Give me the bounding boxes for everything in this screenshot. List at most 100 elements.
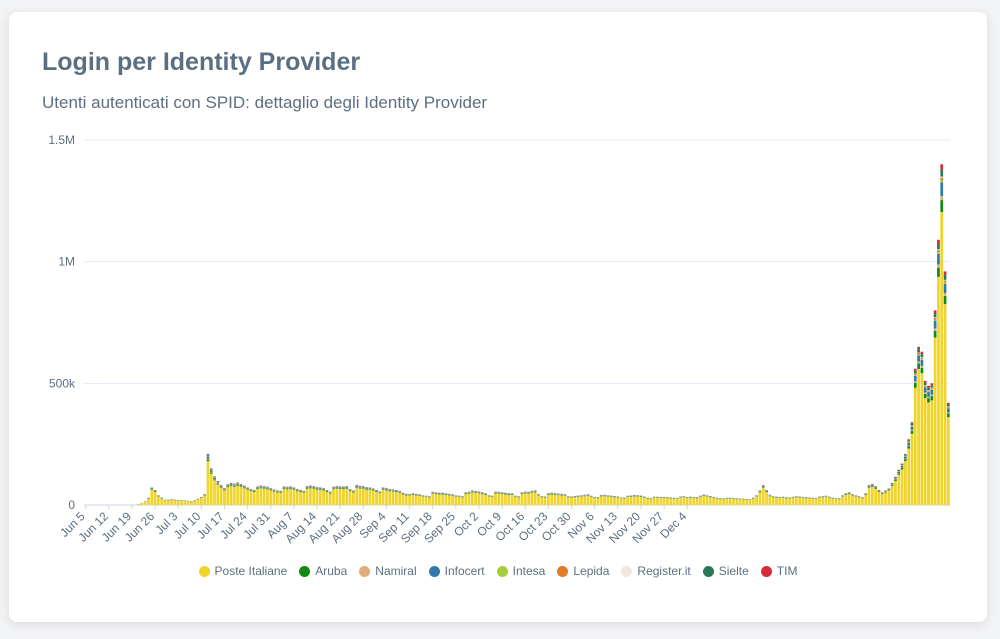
bar-segment (223, 488, 226, 490)
bar-segment (851, 495, 854, 505)
bar-segment (206, 456, 210, 459)
legend-item[interactable]: Lepida (557, 564, 609, 578)
bar-segment (880, 493, 884, 494)
bar-segment (943, 280, 947, 283)
legend-item[interactable]: Namiral (359, 564, 417, 578)
bar-segment (537, 495, 540, 505)
bar-segment (890, 484, 894, 486)
bar-segment (272, 491, 276, 505)
bar-segment (933, 317, 937, 318)
bar-segment (619, 498, 623, 505)
bar-segment (689, 497, 692, 505)
bar-segment (814, 498, 818, 505)
bar-segment (467, 493, 471, 505)
bar-segment (345, 488, 349, 505)
bar-segment (735, 499, 739, 505)
bar-segment (355, 487, 359, 505)
bar-segment (335, 488, 339, 505)
bar-segment (913, 375, 917, 376)
bar-segment (209, 472, 213, 474)
bar-segment (451, 495, 454, 505)
bar-segment (874, 488, 877, 489)
bar-segment (927, 402, 930, 505)
bar-segment (160, 498, 164, 505)
bar-segment (361, 488, 365, 505)
bar-segment (328, 493, 332, 505)
bar-segment (252, 491, 256, 493)
legend-item[interactable]: Infocert (428, 564, 485, 578)
bar-segment (348, 491, 352, 505)
bar-segment (226, 485, 230, 487)
bar-segment (385, 490, 388, 505)
legend-label: Intesa (512, 564, 546, 578)
bar-segment (249, 491, 253, 505)
bar-segment (328, 492, 332, 493)
bar-segment (335, 488, 339, 489)
bar-segment (884, 491, 887, 493)
bar-segment (887, 490, 891, 505)
bar-segment (295, 489, 299, 491)
bar-segment (219, 486, 223, 487)
bar-segment (847, 494, 851, 505)
bar-segment (927, 385, 930, 388)
bar-segment (828, 497, 831, 505)
bar-segment (388, 490, 392, 492)
bar-segment (785, 498, 788, 505)
bar-segment (391, 491, 395, 492)
bar-segment (388, 489, 392, 491)
bar-segment (887, 490, 891, 491)
bar-segment (907, 446, 911, 449)
bar-segment (662, 498, 666, 505)
bar-segment (173, 500, 177, 505)
bar-segment (395, 491, 398, 493)
legend-item[interactable]: Register.it (621, 564, 691, 578)
y-tick-label: 500k (49, 376, 76, 390)
bar-segment (702, 496, 706, 505)
bar-segment (775, 497, 778, 505)
bar-segment (289, 489, 292, 505)
bar-segment (471, 492, 474, 505)
bar-segment (309, 487, 312, 489)
legend-item[interactable]: TIM (760, 564, 797, 578)
bar-segment (259, 487, 263, 489)
bar-segment (279, 491, 283, 493)
bar-segment (933, 317, 937, 320)
bar-segment (497, 492, 501, 494)
legend-item[interactable]: Intesa (496, 564, 546, 578)
bar-segment (262, 488, 266, 505)
bar-segment (312, 487, 316, 489)
bar-segment (378, 493, 382, 505)
bar-segment (325, 492, 329, 505)
bar-segment (867, 487, 871, 488)
bar-segment (920, 367, 924, 374)
bar-segment (910, 423, 914, 426)
bar-segment (940, 180, 944, 183)
bar-segment (464, 493, 468, 494)
bar-segment (325, 491, 329, 493)
bar-segment (249, 489, 253, 491)
bar-segment (897, 474, 901, 505)
legend-item[interactable]: Sielte (702, 564, 749, 578)
bar-segment (920, 359, 924, 366)
bar-segment (586, 495, 590, 505)
bar-segment (477, 493, 481, 505)
bar-segment (513, 497, 517, 505)
bar-segment (937, 244, 940, 250)
legend-item[interactable]: Poste Italiane (198, 564, 287, 578)
bar-segment (318, 489, 322, 490)
bar-segment (626, 497, 630, 505)
bar-segment (563, 495, 567, 505)
bar-segment (599, 496, 603, 505)
bar-segment (652, 497, 656, 505)
bar-segment (540, 497, 544, 505)
bar-segment (933, 330, 937, 338)
bar-segment (219, 487, 223, 505)
legend-item[interactable]: Aruba (299, 564, 347, 578)
bar-segment (487, 496, 491, 505)
bar-segment (553, 494, 557, 505)
bar-segment (312, 488, 316, 505)
bar-segment (923, 385, 927, 387)
bar-segment (523, 493, 527, 505)
bar-segment (742, 499, 745, 505)
bar-segment (342, 488, 345, 490)
